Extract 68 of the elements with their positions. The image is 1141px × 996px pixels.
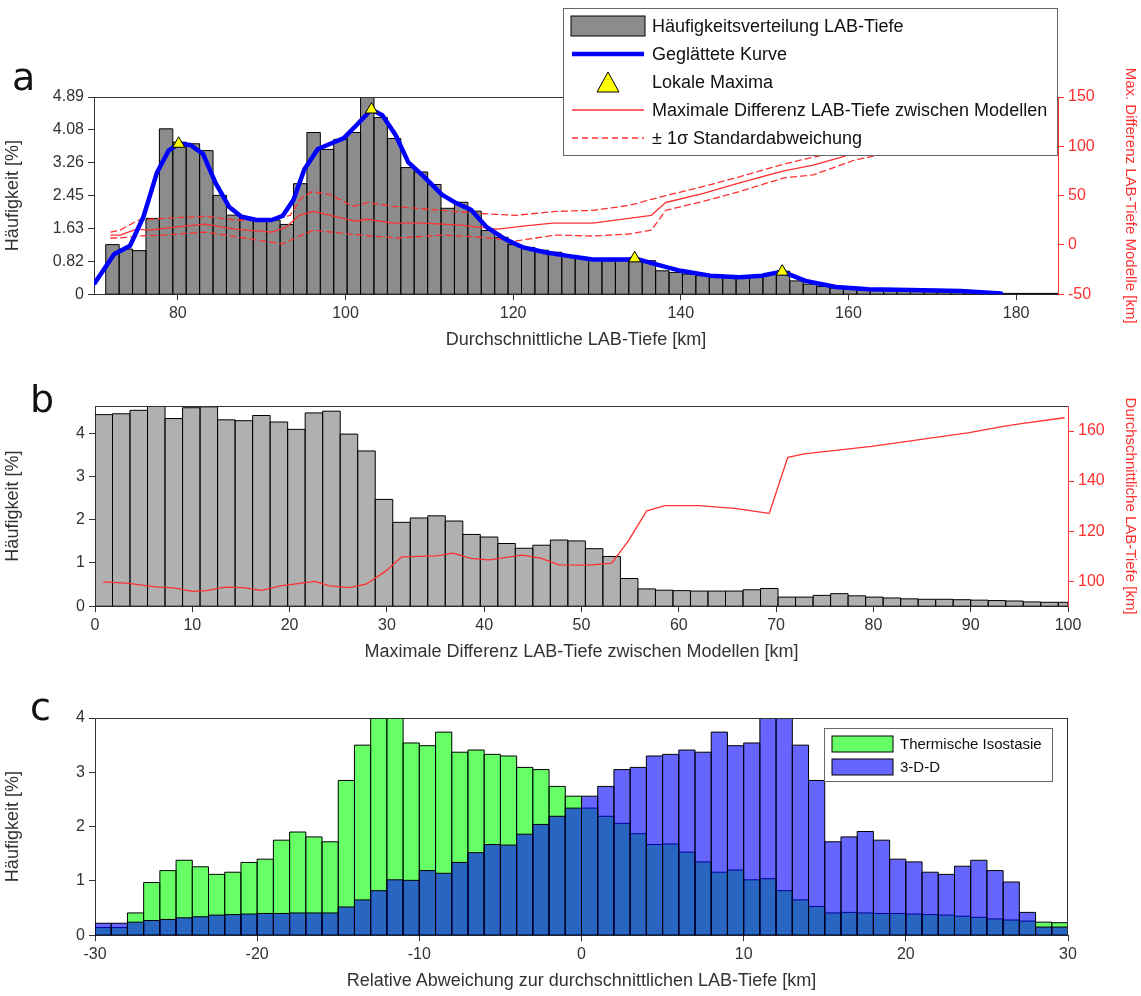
y-tick-label: 4.89 [52,87,85,105]
legend-label: Thermische Isostasie [900,735,1042,752]
x-tick-label: 30 [378,616,396,634]
x-tick-label: 10 [183,616,202,634]
x-tick-label: 20 [280,616,299,634]
legend-label: Maximale Differenz LAB-Tiefe zwischen Modellen [652,99,1048,121]
y-axis-title: Häufigkeit [%] [1,450,22,562]
y-tick-label: 3.26 [52,153,85,171]
x-tick-label: 50 [572,616,591,634]
y2-tick-label: 50 [1068,186,1086,204]
x-tick-label: 80 [168,304,187,322]
y2-tick-label: 100 [1068,136,1095,154]
x-tick-label: 90 [961,616,980,634]
x-tick-label: 0 [577,945,587,963]
y-tick-label: 4.08 [52,120,85,138]
x-tick-label: 0 [90,616,100,634]
x-tick-label: 40 [475,616,494,634]
x-axis-title: Relative Abweichung zur durchschnittlichen LAB-Tiefe [km] [346,970,817,991]
y-tick-label: 4 [76,708,86,726]
y-tick-label: 3 [76,466,86,484]
x-tick-label: -10 [407,945,431,963]
y-tick-label: 3 [76,762,86,780]
y-axis-title: Häufigkeit [%] [1,140,22,252]
x-tick-label: 20 [896,945,915,963]
y-tick-label: 1 [76,553,86,571]
x-tick-label: 100 [332,304,359,322]
x-tick-label: 120 [499,304,527,322]
x-axis-title: Durchschnittliche LAB-Tiefe [km] [445,329,707,350]
x-tick-label: 140 [667,304,695,322]
y-tick-label: 4 [76,423,86,441]
x-tick-label: 10 [734,945,753,963]
x-tick-label: 30 [1059,945,1077,963]
y2-tick-label: 140 [1078,471,1105,489]
y-tick-label: 0 [75,284,85,302]
legend-label: ± 1σ Standardabweichung [652,127,863,149]
y-tick-label: 1 [76,871,86,889]
y2-tick-label: 0 [1068,235,1077,253]
y-tick-label: 1.63 [52,218,85,236]
legend-label: 3-D-D [900,758,940,775]
chart-title: c [30,685,51,729]
y2-tick-label: 150 [1068,87,1095,105]
x-tick-label: 80 [864,616,883,634]
y2-tick-label: 100 [1078,571,1105,589]
y-tick-label: 0.82 [52,251,85,269]
x-tick-label: 100 [1054,616,1082,634]
y2-tick-label: 160 [1078,421,1105,439]
y2-axis-title: Max. Differenz LAB-Tiefe Modelle [km] [1122,67,1140,324]
chart-title: b [30,377,55,421]
y-tick-label: 2 [76,817,86,835]
legend-label: Lokale Maxima [652,71,774,93]
legend-label: Häufigkeitsverteilung LAB-Tiefe [652,15,904,37]
y2-axis-title: Durchschnittliche LAB-Tiefe [km] [1122,397,1140,615]
chart-title: a [12,55,36,99]
x-tick-label: 160 [835,304,862,322]
y2-tick-label: 120 [1078,521,1105,539]
y-tick-label: 0 [76,925,86,943]
x-tick-label: 60 [669,616,688,634]
y-tick-label: 2 [76,510,86,528]
x-axis-title: Maximale Differenz LAB-Tiefe zwischen Modellen [km] [364,641,799,662]
x-tick-label: -30 [83,945,107,963]
y-tick-label: 0 [76,596,86,614]
legend-label: Geglättete Kurve [652,43,788,65]
x-tick-label: 70 [767,616,786,634]
y-tick-label: 2.45 [52,185,85,203]
y-axis-title: Häufigkeit [%] [1,771,22,883]
y2-tick-label: -50 [1068,284,1092,302]
x-tick-label: 180 [1002,304,1030,322]
x-tick-label: -20 [245,945,269,963]
